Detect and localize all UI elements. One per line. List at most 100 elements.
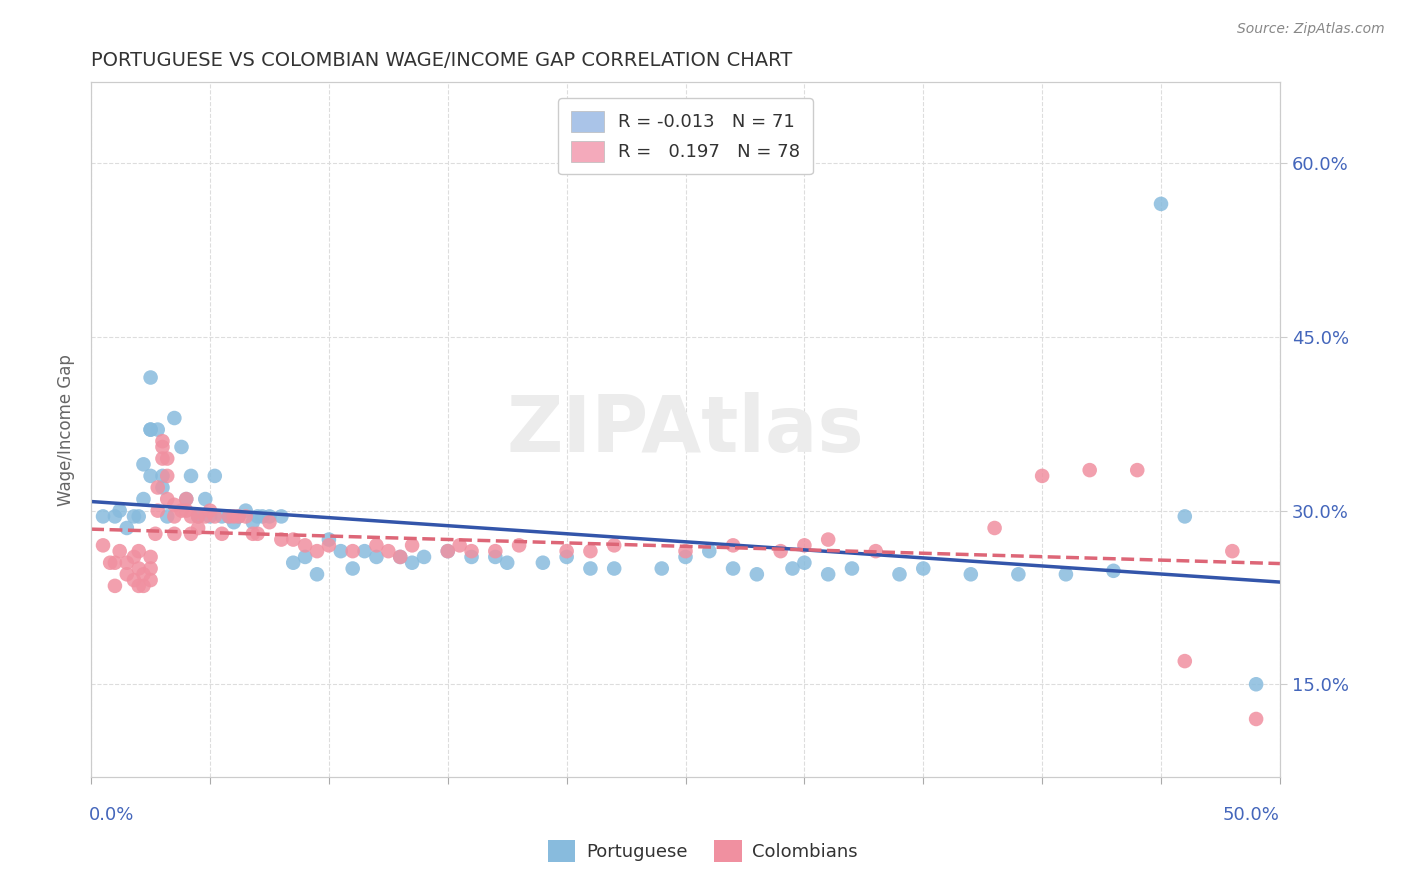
Point <box>1244 712 1267 726</box>
Point <box>366 538 388 552</box>
Point <box>366 549 388 564</box>
Point <box>152 451 174 466</box>
Point <box>531 556 554 570</box>
Point <box>294 549 316 564</box>
Point <box>170 440 193 454</box>
Point <box>912 561 935 575</box>
Point <box>246 509 269 524</box>
Point <box>139 469 162 483</box>
Point <box>1174 654 1197 668</box>
Point <box>1078 463 1101 477</box>
Point <box>91 538 114 552</box>
Point <box>259 515 281 529</box>
Point <box>793 538 815 552</box>
Point <box>174 491 197 506</box>
Point <box>128 509 150 524</box>
Point <box>508 538 530 552</box>
Point <box>104 579 127 593</box>
Point <box>187 509 209 524</box>
Point <box>132 458 155 472</box>
Point <box>242 515 264 529</box>
Point <box>484 544 506 558</box>
Point <box>139 573 162 587</box>
Point <box>721 561 744 575</box>
Point <box>318 533 340 547</box>
Point <box>222 515 245 529</box>
Text: ZIPAtlas: ZIPAtlas <box>506 392 865 467</box>
Point <box>98 556 121 570</box>
Point <box>180 469 202 483</box>
Point <box>342 561 364 575</box>
Point <box>283 533 305 547</box>
Point <box>436 544 458 558</box>
Point <box>555 549 578 564</box>
Text: PORTUGUESE VS COLOMBIAN WAGE/INCOME GAP CORRELATION CHART: PORTUGUESE VS COLOMBIAN WAGE/INCOME GAP … <box>91 51 793 70</box>
Point <box>91 509 114 524</box>
Point <box>817 533 839 547</box>
Point <box>793 556 815 570</box>
Point <box>163 509 186 524</box>
Point <box>115 556 138 570</box>
Point <box>235 503 257 517</box>
Point <box>122 509 145 524</box>
Text: Source: ZipAtlas.com: Source: ZipAtlas.com <box>1237 22 1385 37</box>
Point <box>1031 469 1053 483</box>
Point <box>413 549 436 564</box>
Point <box>139 423 162 437</box>
Point <box>401 538 423 552</box>
Point <box>152 440 174 454</box>
Point <box>194 509 217 524</box>
Point <box>305 567 328 582</box>
Point <box>1220 544 1243 558</box>
Point <box>721 538 744 552</box>
Point <box>460 544 482 558</box>
Point <box>242 526 264 541</box>
Point <box>959 567 981 582</box>
Point <box>132 579 155 593</box>
Point <box>152 481 174 495</box>
Point <box>889 567 911 582</box>
Point <box>1174 509 1197 524</box>
Point <box>651 561 673 575</box>
Point <box>139 370 162 384</box>
Point <box>132 567 155 582</box>
Point <box>108 503 131 517</box>
Point <box>983 521 1005 535</box>
Point <box>436 544 458 558</box>
Point <box>460 549 482 564</box>
Point <box>353 544 375 558</box>
Point <box>174 491 197 506</box>
Point <box>675 549 697 564</box>
Point <box>115 521 138 535</box>
Point <box>104 509 127 524</box>
Point <box>211 509 233 524</box>
Point <box>146 423 169 437</box>
Point <box>218 509 240 524</box>
Point <box>163 498 186 512</box>
Point <box>198 503 221 517</box>
Point <box>228 509 250 524</box>
Point <box>579 561 602 575</box>
Point <box>180 526 202 541</box>
Point <box>139 561 162 575</box>
Point <box>163 526 186 541</box>
Point <box>122 549 145 564</box>
Point <box>143 526 166 541</box>
Point <box>318 538 340 552</box>
Point <box>228 509 250 524</box>
Point <box>156 451 179 466</box>
Point <box>152 434 174 449</box>
Point <box>675 544 697 558</box>
Point <box>104 556 127 570</box>
Point <box>745 567 768 582</box>
Point <box>449 538 471 552</box>
Point <box>817 567 839 582</box>
Point <box>305 544 328 558</box>
Point <box>218 509 240 524</box>
Point <box>603 538 626 552</box>
Point <box>769 544 792 558</box>
Point <box>389 549 412 564</box>
Point <box>187 521 209 535</box>
Point <box>139 423 162 437</box>
Legend: Portuguese, Colombians: Portuguese, Colombians <box>541 833 865 870</box>
